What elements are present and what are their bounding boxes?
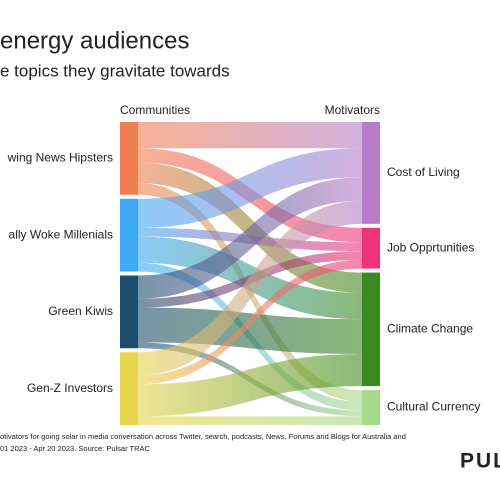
flow-link	[138, 354, 362, 417]
source-label: Gen-Z Investors	[27, 381, 113, 395]
footnote: 01 2023 - Apr 20 2023. Source: Pulsar TR…	[0, 444, 151, 453]
target-label: Climate Change	[387, 322, 473, 336]
source-label: Green Kiwis	[48, 304, 113, 318]
target-node	[362, 227, 380, 269]
target-node	[362, 390, 380, 425]
flow-link	[138, 177, 362, 299]
target-label: Job Opprtunities	[387, 240, 474, 254]
flow-link	[138, 122, 362, 149]
source-header: Communities	[120, 103, 190, 117]
flow-link	[138, 200, 362, 376]
source-node	[120, 275, 138, 349]
target-header: Motivators	[325, 103, 380, 117]
target-node	[362, 122, 380, 224]
flow-link	[138, 416, 362, 425]
source-node	[120, 122, 138, 195]
flow-link	[138, 148, 362, 228]
brand-logo: PUL	[460, 450, 500, 473]
chart-title: energy audiences	[0, 27, 189, 54]
flow-link	[138, 259, 362, 385]
source-node	[120, 198, 138, 272]
target-label: Cost of Living	[387, 165, 460, 179]
target-label: Cultural Currency	[387, 400, 480, 414]
source-label: ally Woke Millenials	[9, 227, 113, 241]
footnote: otivators for going solar in media conve…	[0, 432, 406, 441]
source-node	[120, 352, 138, 425]
chart-subtitle: e topics they gravitate towards	[0, 61, 230, 80]
source-label: wing News Hipsters	[7, 151, 113, 165]
target-node	[362, 272, 380, 387]
